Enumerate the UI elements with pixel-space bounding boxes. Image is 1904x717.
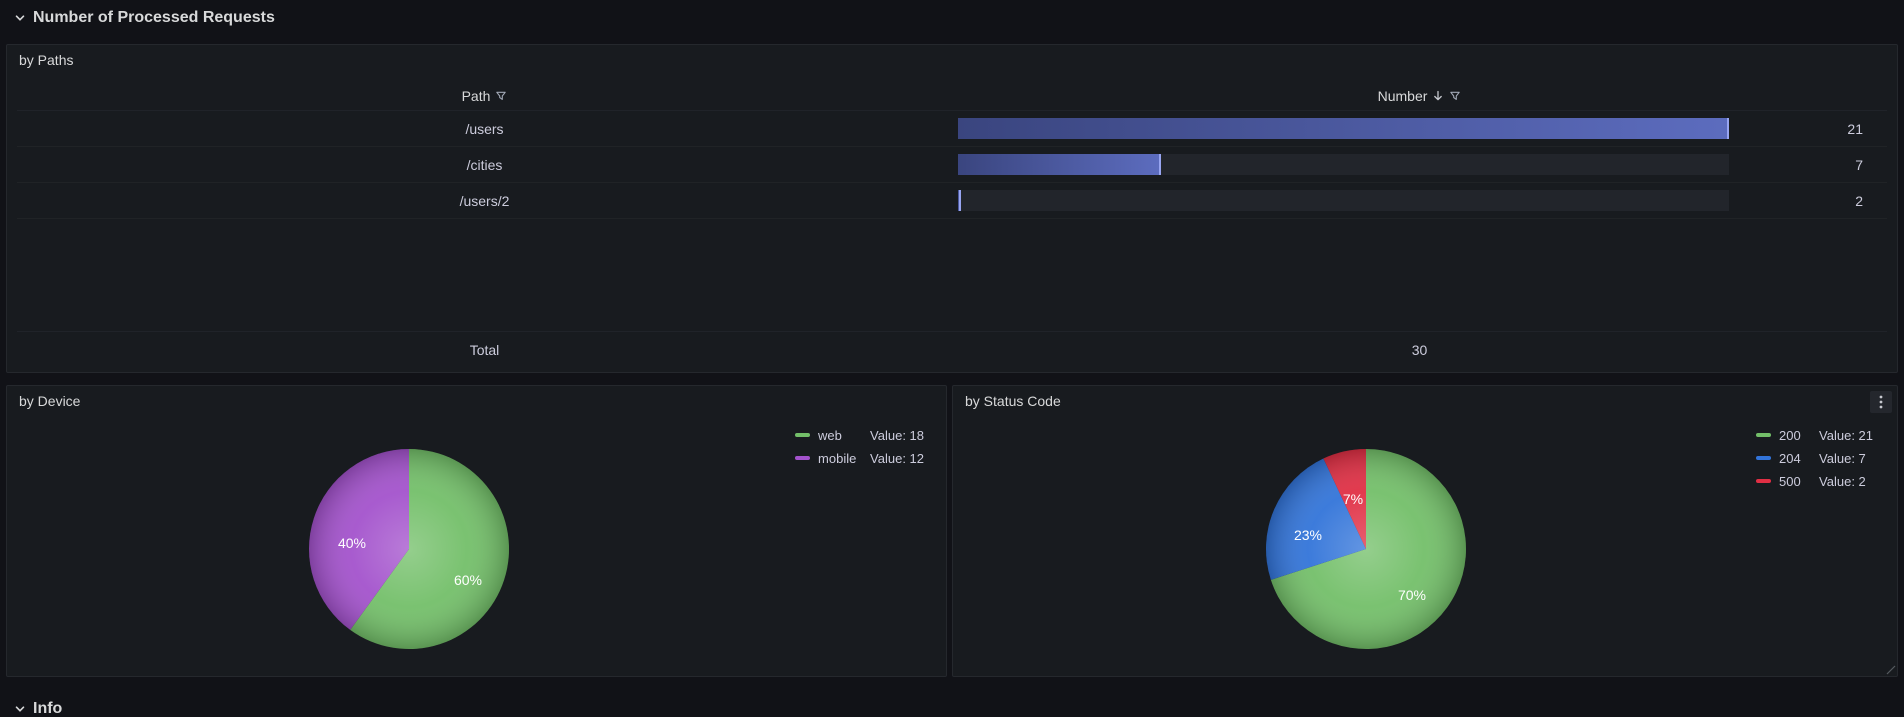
legend-color-marker: [1756, 479, 1772, 483]
panel-menu-button[interactable]: [1870, 391, 1892, 413]
number-value: 2: [1855, 192, 1863, 209]
legend-value: Value: 7: [1819, 450, 1866, 466]
legend-value: Value: 21: [1819, 427, 1873, 443]
paths-table: Path Number /users: [17, 81, 1887, 368]
path-cell: /users/2: [459, 192, 510, 209]
column-header-number-label: Number: [1377, 87, 1428, 104]
legend-item-500[interactable]: 500 Value: 2: [1756, 472, 1873, 490]
table-footer-row: Total 30: [17, 331, 1887, 368]
status-legend: 200 Value: 21 204 Value: 7 500 Value: 2: [1756, 426, 1873, 490]
legend-item-204[interactable]: 204 Value: 7: [1756, 449, 1873, 467]
legend-item-mobile[interactable]: mobile Value: 12: [795, 449, 924, 467]
number-cell: 7: [952, 154, 1887, 175]
row-header-requests[interactable]: Number of Processed Requests: [8, 0, 275, 36]
panel-title-by-paths[interactable]: by Paths: [19, 52, 74, 68]
legend-item-web[interactable]: web Value: 18: [795, 426, 924, 444]
column-header-path-label: Path: [461, 87, 491, 104]
bar-gauge-track: [958, 190, 1729, 211]
legend-value: Value: 2: [1819, 473, 1866, 489]
row-title: Info: [33, 700, 63, 717]
legend-value: Value: 12: [870, 450, 924, 466]
table-row: /users/2 2: [17, 183, 1887, 219]
column-header-number[interactable]: Number: [952, 88, 1887, 104]
filter-icon[interactable]: [1449, 90, 1461, 102]
row-header-info[interactable]: Info: [8, 691, 62, 717]
path-cell: /cities: [466, 156, 503, 173]
legend-label: web: [818, 427, 842, 443]
legend-color-marker: [795, 433, 811, 437]
footer-total-label: Total: [469, 342, 500, 358]
number-value: 21: [1847, 120, 1863, 137]
legend-label: 200: [1779, 427, 1801, 443]
legend-value: Value: 18: [870, 427, 924, 443]
table-header-row: Path Number: [17, 81, 1887, 111]
row-title: Number of Processed Requests: [33, 9, 275, 26]
status-pie-chart: 70% 23% 7%: [1265, 449, 1466, 649]
percent-label-204: 23%: [1294, 527, 1322, 543]
table-row: /cities 7: [17, 147, 1887, 183]
legend-color-marker: [795, 456, 811, 460]
percent-label-500: 7%: [1343, 491, 1363, 507]
percent-label-mobile: 40%: [338, 535, 366, 551]
legend-label: 500: [1779, 473, 1801, 489]
bar-gauge-fill: [958, 154, 1161, 175]
chevron-down-icon: [15, 15, 25, 21]
device-pie-chart: 60% 40%: [309, 449, 510, 649]
legend-item-200[interactable]: 200 Value: 21: [1756, 426, 1873, 444]
bar-gauge-track: [958, 118, 1729, 139]
column-header-path[interactable]: Path: [17, 88, 952, 104]
number-value: 7: [1855, 156, 1863, 173]
pie-shading: [309, 449, 509, 649]
table-row: /users 21: [17, 111, 1887, 147]
legend-label: mobile: [818, 450, 857, 466]
panel-resize-handle[interactable]: [1886, 665, 1896, 675]
footer-total-value: 30: [1411, 342, 1428, 358]
legend-label: 204: [1779, 450, 1801, 466]
chevron-down-icon: [15, 706, 25, 712]
arrow-down-icon: [1434, 90, 1443, 100]
legend-color-marker: [1756, 456, 1772, 460]
percent-label-200: 70%: [1398, 587, 1426, 603]
panel-by-status-code: by Status Code 70% 23% 7%: [952, 385, 1898, 677]
panel-by-paths: by Paths Path Number: [6, 44, 1898, 373]
filter-icon[interactable]: [495, 90, 507, 102]
number-cell: 21: [952, 118, 1887, 139]
bar-gauge-fill: [958, 190, 962, 211]
pie-shading: [1266, 449, 1466, 649]
device-legend: web Value: 18 mobile Value: 12: [795, 426, 924, 467]
panel-title-by-status-code[interactable]: by Status Code: [965, 393, 1061, 409]
panel-by-device: by Device 60% 40% web Value: 18: [6, 385, 947, 677]
legend-color-marker: [1756, 433, 1772, 437]
panel-title-by-device[interactable]: by Device: [19, 393, 81, 409]
kebab-menu-icon: [1879, 395, 1883, 409]
path-cell: /users: [465, 120, 504, 137]
percent-label-web: 60%: [454, 572, 482, 588]
bar-gauge-track: [958, 154, 1729, 175]
number-cell: 2: [952, 190, 1887, 211]
bar-gauge-fill: [958, 118, 1729, 139]
